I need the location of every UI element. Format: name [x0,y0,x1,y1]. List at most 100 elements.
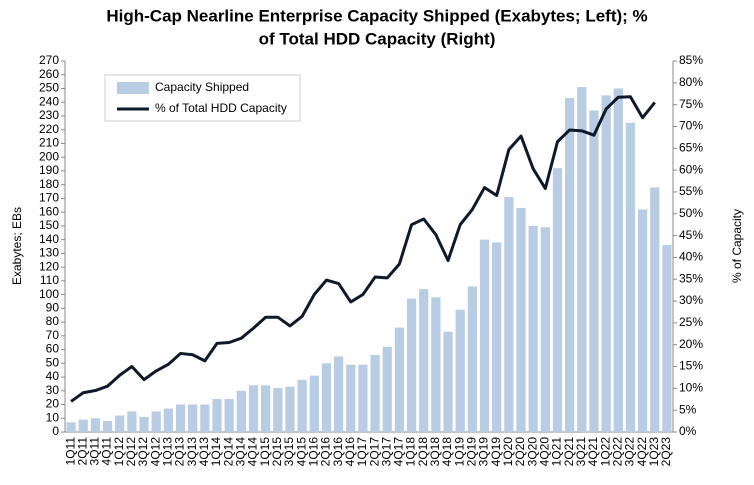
bar [212,399,222,432]
x-tick-label: 2Q13 [173,437,187,467]
bar [650,187,660,432]
bar [577,87,587,432]
x-tick-label: 1Q17 [355,437,369,467]
y2-tick-label: 55% [679,184,703,198]
legend-label: % of Total HDD Capacity [155,101,287,115]
y2-tick-label: 70% [679,119,703,133]
bar [431,297,441,432]
legend-swatch [117,82,149,94]
x-tick-label: 3Q11 [88,437,102,466]
y-tick-label: 140 [39,232,59,246]
bar [406,298,417,432]
y2-tick-label: 25% [679,315,703,329]
chart-title: High-Cap Nearline Enterprise Capacity Sh… [106,6,647,25]
y2-tick-label: 0% [679,424,697,438]
y-tick-label: 30 [46,383,60,397]
y-tick-label: 220 [39,122,59,136]
bar [297,379,307,432]
x-tick-label: 2Q19 [465,437,479,467]
bar [346,364,356,432]
chart-title: of Total HDD Capacity (Right) [259,29,496,48]
bar [662,245,672,432]
x-tick-label: 2Q14 [221,437,235,467]
x-tick-label: 3Q14 [233,437,247,467]
bar [261,385,271,432]
y-tick-label: 40 [46,369,60,383]
y-tick-label: 20 [46,397,60,411]
bar [370,355,380,432]
bar [358,364,368,432]
y2-tick-label: 15% [679,359,703,373]
bar [321,363,332,432]
bar [516,208,526,432]
bar [613,88,623,433]
x-tick-label: 1Q16 [306,437,320,467]
y2-tick-label: 35% [679,271,703,285]
y-tick-label: 210 [39,136,59,150]
x-tick-label: 2Q22 [610,437,624,467]
x-tick-label: 1Q13 [161,437,175,467]
bar [236,390,246,432]
bar [552,168,563,432]
bar [467,286,477,432]
x-tick-label: 4Q11 [100,437,114,466]
y2-tick-label: 20% [679,337,703,351]
y-tick-label: 70 [46,328,60,342]
x-tick-label: 2Q12 [124,437,138,467]
y-tick-label: 120 [39,259,59,273]
x-tick-label: 1Q20 [501,437,515,467]
bar [285,386,295,432]
x-tick-label: 4Q19 [489,437,503,467]
y2-tick-label: 45% [679,228,703,242]
bar [492,242,502,432]
y-tick-label: 200 [39,149,59,163]
x-tick-label: 1Q21 [550,437,564,467]
x-tick-label: 4Q13 [197,437,211,467]
y-tick-label: 240 [39,94,59,108]
bar [188,404,198,432]
bar [224,399,234,432]
y2-tick-label: 65% [679,140,703,154]
bar [200,404,210,432]
y2-tick-label: 10% [679,381,703,395]
y-tick-label: 170 [39,191,59,205]
y2-axis-label: % of Capacity [730,209,744,283]
y-tick-label: 130 [39,246,59,260]
y2-tick-label: 40% [679,250,703,264]
bar [540,227,550,432]
y-tick-label: 150 [39,218,59,232]
x-tick-label: 4Q14 [246,437,260,467]
y-tick-label: 260 [39,67,59,81]
y-tick-label: 50 [46,355,60,369]
x-tick-label: 1Q23 [647,437,661,467]
bar [455,309,465,432]
y2-tick-label: 75% [679,97,703,111]
bar [637,209,648,432]
x-tick-label: 3Q16 [331,437,345,467]
bar [66,422,76,432]
x-tick-label: 1Q11 [63,437,77,466]
x-tick-label: 4Q18 [440,437,454,467]
x-tick-label: 2Q15 [270,437,284,467]
y2-tick-label: 60% [679,162,703,176]
bar [163,408,173,432]
bar [102,421,113,432]
bar [625,122,636,432]
y-tick-label: 100 [39,287,59,301]
y-axis-label: Exabytes; EBs [10,207,24,285]
bar [504,197,514,432]
x-tick-label: 3Q15 [282,437,296,467]
x-tick-label: 3Q18 [428,437,442,467]
x-tick-label: 3Q21 [574,437,588,467]
y-tick-label: 10 [46,410,60,424]
x-tick-label: 4Q16 [343,437,357,467]
x-tick-label: 4Q20 [537,437,551,467]
x-tick-label: 3Q20 [525,437,539,467]
bar [151,411,161,432]
x-tick-label: 3Q19 [477,437,491,467]
y2-tick-label: 30% [679,293,703,307]
y-tick-label: 270 [39,53,59,67]
x-tick-label: 2Q21 [562,437,576,467]
x-tick-label: 3Q17 [379,437,393,467]
bar [589,110,599,432]
